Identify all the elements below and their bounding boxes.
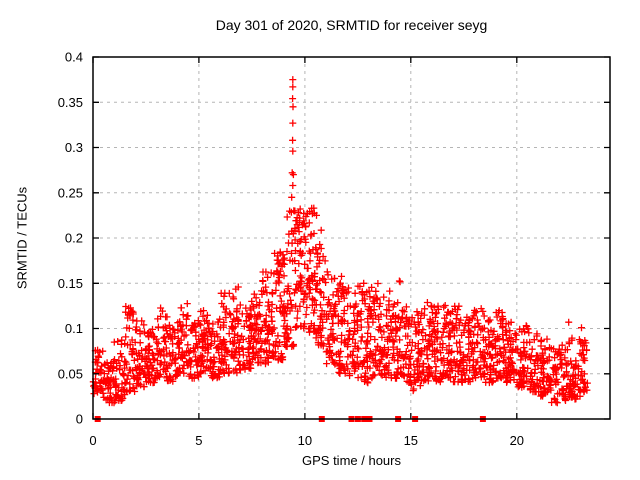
y-tick-label: 0.3 [65, 140, 83, 155]
y-tick-label: 0.2 [65, 231, 83, 246]
y-tick-label: 0.35 [58, 95, 83, 110]
chart-title: Day 301 of 2020, SRMTID for receiver sey… [215, 17, 488, 33]
y-tick-label: 0.25 [58, 185, 83, 200]
y-tick-label: 0.4 [65, 50, 83, 65]
axis-ticks [92, 56, 610, 420]
y-tick-label: 0.1 [65, 321, 83, 336]
y-tick-label: 0.05 [58, 366, 83, 381]
x-tick-label: 5 [195, 433, 202, 448]
y-axis-label: SRMTID / TECUs [14, 186, 30, 290]
x-axis-label: GPS time / hours [302, 453, 401, 468]
x-tick-label: 15 [404, 433, 418, 448]
x-tick-label: 10 [298, 433, 312, 448]
scatter-points [89, 76, 591, 407]
y-tick-label: 0 [76, 412, 83, 427]
y-tick-label: 0.15 [58, 276, 83, 291]
x-tick-label: 0 [89, 433, 96, 448]
x-tick-label: 20 [510, 433, 524, 448]
